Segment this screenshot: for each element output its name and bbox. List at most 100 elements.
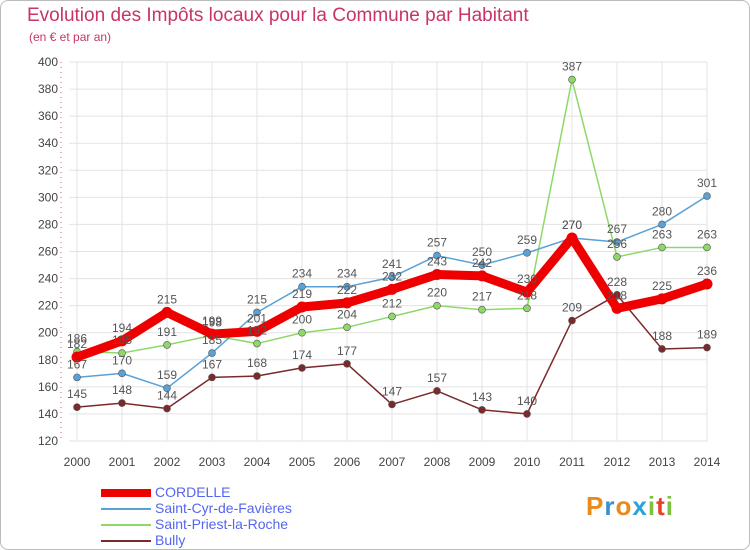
series-point: [163, 404, 171, 413]
data-label: 145: [67, 387, 87, 401]
legend-label: CORDELLE: [155, 484, 231, 500]
data-label: 257: [427, 236, 447, 250]
series-point: [343, 360, 351, 368]
x-tick-label: 2012: [604, 455, 631, 469]
series-point: [478, 261, 486, 269]
y-tick-label: 360: [38, 109, 58, 123]
data-label: 186: [67, 332, 87, 346]
data-label: 280: [652, 204, 672, 218]
series-point: [253, 372, 261, 380]
data-label: 170: [112, 353, 132, 367]
series-point: [206, 328, 218, 340]
series-point: [568, 75, 576, 84]
data-label: 267: [607, 222, 627, 236]
logo-letter: i: [665, 491, 674, 521]
series-point: [73, 403, 81, 411]
logo-letter: t: [656, 491, 666, 521]
data-label: 204: [337, 307, 357, 321]
logo-letter: P: [586, 491, 605, 521]
data-label: 201: [247, 311, 267, 325]
series-point: [611, 302, 623, 314]
y-tick-label: 400: [38, 55, 58, 69]
y-tick-label: 320: [38, 163, 58, 177]
data-label: 225: [652, 279, 672, 293]
data-label: 220: [427, 286, 447, 300]
series-point: [71, 351, 83, 363]
legend-item-saint-cyr: Saint-Cyr-de-Favières: [101, 500, 361, 517]
data-label: 140: [517, 394, 537, 408]
data-label: 256: [607, 237, 627, 251]
series-point: [208, 349, 216, 357]
legend-swatch-cordelle: [101, 489, 151, 497]
data-label: 199: [202, 314, 222, 328]
x-tick-label: 2011: [559, 455, 585, 469]
data-label: 215: [247, 292, 267, 306]
series-point: [116, 335, 128, 347]
chart-subtitle: (en € et par an): [29, 30, 112, 44]
y-tick-label: 200: [38, 326, 58, 340]
data-label: 191: [157, 325, 177, 339]
y-tick-label: 280: [38, 217, 58, 231]
data-label: 222: [337, 283, 357, 297]
legend-label: Saint-Cyr-de-Favières: [155, 500, 292, 516]
proxiti-logo: Proxiti: [586, 491, 674, 522]
data-label: 217: [472, 290, 492, 304]
series-point: [388, 273, 396, 282]
data-label: 209: [562, 301, 582, 315]
series-point: [703, 243, 711, 252]
series-point: [566, 232, 578, 244]
series-point: [523, 304, 531, 313]
data-label: 168: [247, 356, 267, 370]
y-tick-label: 240: [38, 272, 58, 286]
series-point: [343, 323, 351, 332]
series-point: [298, 282, 306, 291]
series-point: [703, 192, 711, 200]
data-label: 147: [382, 384, 402, 398]
logo-letter: r: [604, 491, 616, 521]
y-tick-label: 220: [38, 299, 58, 313]
legend-item-bully: Bully: [101, 532, 361, 549]
legend-item-cordelle: CORDELLE: [101, 484, 361, 501]
series-point: [433, 301, 441, 310]
series-point: [521, 286, 533, 298]
series-point: [163, 384, 171, 393]
data-label: 263: [697, 227, 717, 241]
x-tick-label: 2006: [334, 455, 361, 469]
data-label: 218: [607, 288, 627, 302]
series-point: [523, 249, 531, 257]
legend-label: Bully: [155, 532, 186, 548]
data-label: 157: [427, 371, 447, 385]
x-tick-label: 2013: [649, 455, 676, 469]
data-label: 212: [382, 296, 402, 310]
legend-swatch-saint-cyr: [101, 508, 151, 510]
series-point: [163, 341, 171, 349]
x-tick-label: 2008: [424, 455, 451, 469]
data-label: 250: [472, 245, 492, 259]
data-label: 143: [472, 390, 492, 404]
data-label: 215: [157, 292, 177, 306]
logo-letter: i: [647, 491, 657, 521]
series-point: [253, 339, 261, 348]
data-label: 228: [607, 275, 627, 289]
series-point: [253, 308, 261, 317]
data-label: 242: [472, 256, 492, 270]
data-label: 185: [112, 333, 132, 347]
data-label: 148: [112, 383, 132, 397]
x-tick-label: 2003: [199, 455, 226, 469]
data-label: 174: [292, 348, 312, 362]
series-point: [118, 399, 126, 407]
x-tick-label: 2010: [514, 455, 541, 469]
data-label: 188: [652, 329, 672, 343]
legend: CORDELLE Saint-Cyr-de-Favières Saint-Pri…: [101, 484, 361, 549]
series-point: [476, 270, 488, 282]
data-label: 234: [292, 267, 312, 281]
data-label: 259: [517, 233, 537, 247]
legend-item-saint-priest: Saint-Priest-la-Roche: [101, 516, 361, 533]
series-point: [433, 387, 441, 395]
logo-letter: x: [632, 491, 648, 521]
legend-swatch-saint-priest: [101, 524, 151, 526]
data-label: 159: [157, 368, 177, 382]
data-label: 243: [427, 255, 447, 269]
series-point: [523, 410, 531, 418]
data-label: 198: [202, 315, 222, 329]
